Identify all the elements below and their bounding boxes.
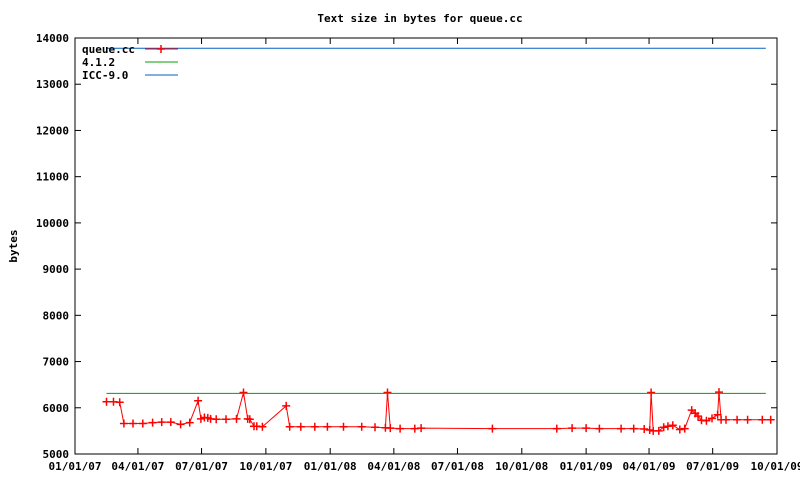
y-tick-label: 11000 <box>36 171 69 184</box>
data-point <box>758 415 767 424</box>
data-point <box>157 418 166 427</box>
chart-title: Text size in bytes for queue.cc <box>317 12 522 25</box>
x-tick-label: 01/01/09 <box>560 460 613 473</box>
legend-label: queue.cc <box>82 43 135 56</box>
y-tick-label: 14000 <box>36 32 69 45</box>
data-point <box>102 397 111 406</box>
series-layer <box>102 47 775 435</box>
y-tick-label: 9000 <box>43 263 70 276</box>
data-point <box>617 424 626 433</box>
data-point <box>166 418 175 427</box>
data-point <box>417 424 426 433</box>
data-point <box>212 415 221 424</box>
data-point <box>222 415 230 424</box>
plot-area-frame <box>74 37 778 455</box>
data-point <box>296 422 305 431</box>
data-point <box>659 423 668 432</box>
legend-label: ICC-9.0 <box>82 69 128 82</box>
data-point <box>129 419 137 428</box>
x-tick-label: 10/01/09 <box>751 460 800 473</box>
data-point <box>668 421 677 430</box>
data-point <box>310 422 319 431</box>
data-point <box>629 424 638 433</box>
data-point <box>245 415 254 424</box>
data-point <box>239 388 248 397</box>
data-point <box>568 424 577 433</box>
data-point <box>708 414 716 423</box>
data-point <box>694 412 702 421</box>
data-point <box>595 424 604 433</box>
data-point <box>339 422 348 431</box>
x-tick-label: 10/01/08 <box>495 460 548 473</box>
y-axis-ticks: 5000 6000 7000 8000 9000 10000 11000 12000 13000… <box>36 32 777 461</box>
series-line-queue.cc <box>106 392 771 432</box>
legend-marker <box>157 45 165 53</box>
data-point <box>138 419 147 428</box>
data-point <box>396 424 405 433</box>
x-tick-label: 07/01/07 <box>175 460 228 473</box>
data-point <box>713 410 722 419</box>
data-point <box>386 424 395 433</box>
data-point <box>258 422 267 431</box>
data-point <box>654 426 663 435</box>
y-tick-label: 5000 <box>43 448 70 461</box>
data-point <box>115 398 124 407</box>
data-point <box>680 424 689 433</box>
y-tick-label: 6000 <box>43 402 70 415</box>
data-point <box>645 426 654 434</box>
data-point <box>185 418 194 427</box>
data-point <box>488 424 497 433</box>
data-point <box>232 414 241 423</box>
data-point <box>196 414 205 423</box>
x-tick-label: 07/01/09 <box>686 460 739 473</box>
x-tick-label: 04/01/07 <box>111 460 164 473</box>
data-point <box>702 416 711 425</box>
data-point <box>743 415 752 424</box>
x-tick-label: 04/01/08 <box>367 460 420 473</box>
data-point <box>675 425 684 434</box>
data-point <box>194 396 203 405</box>
legend-label: 4.1.2 <box>82 56 115 69</box>
y-tick-label: 7000 <box>43 356 70 369</box>
y-tick-label: 12000 <box>36 124 69 137</box>
data-point <box>176 420 185 429</box>
data-point <box>371 423 379 432</box>
y-axis-label: bytes <box>7 229 20 262</box>
data-point <box>148 418 157 427</box>
y-tick-label: 13000 <box>36 78 69 91</box>
data-point <box>582 424 591 433</box>
data-point <box>285 422 294 431</box>
data-point <box>323 422 332 431</box>
data-point <box>640 425 649 433</box>
x-axis-ticks: 01/01/07 04/01/07 07/01/07 10/01/07 01/01/08… <box>49 38 800 473</box>
data-point <box>663 422 672 431</box>
data-point <box>552 424 561 433</box>
data-point <box>715 388 723 397</box>
x-tick-label: 10/01/07 <box>239 460 292 473</box>
x-tick-label: 04/01/09 <box>623 460 676 473</box>
x-tick-label: 01/01/07 <box>49 460 102 473</box>
x-tick-label: 01/01/08 <box>304 460 357 473</box>
data-point <box>383 388 392 397</box>
data-point <box>647 388 656 397</box>
data-point <box>766 415 775 424</box>
data-point <box>722 415 730 424</box>
y-tick-label: 10000 <box>36 217 69 230</box>
y-tick-label: 8000 <box>43 309 70 322</box>
data-point <box>357 422 366 431</box>
data-point <box>119 419 128 428</box>
x-tick-label: 07/01/08 <box>431 460 484 473</box>
data-point <box>282 401 291 410</box>
data-point <box>733 415 742 424</box>
